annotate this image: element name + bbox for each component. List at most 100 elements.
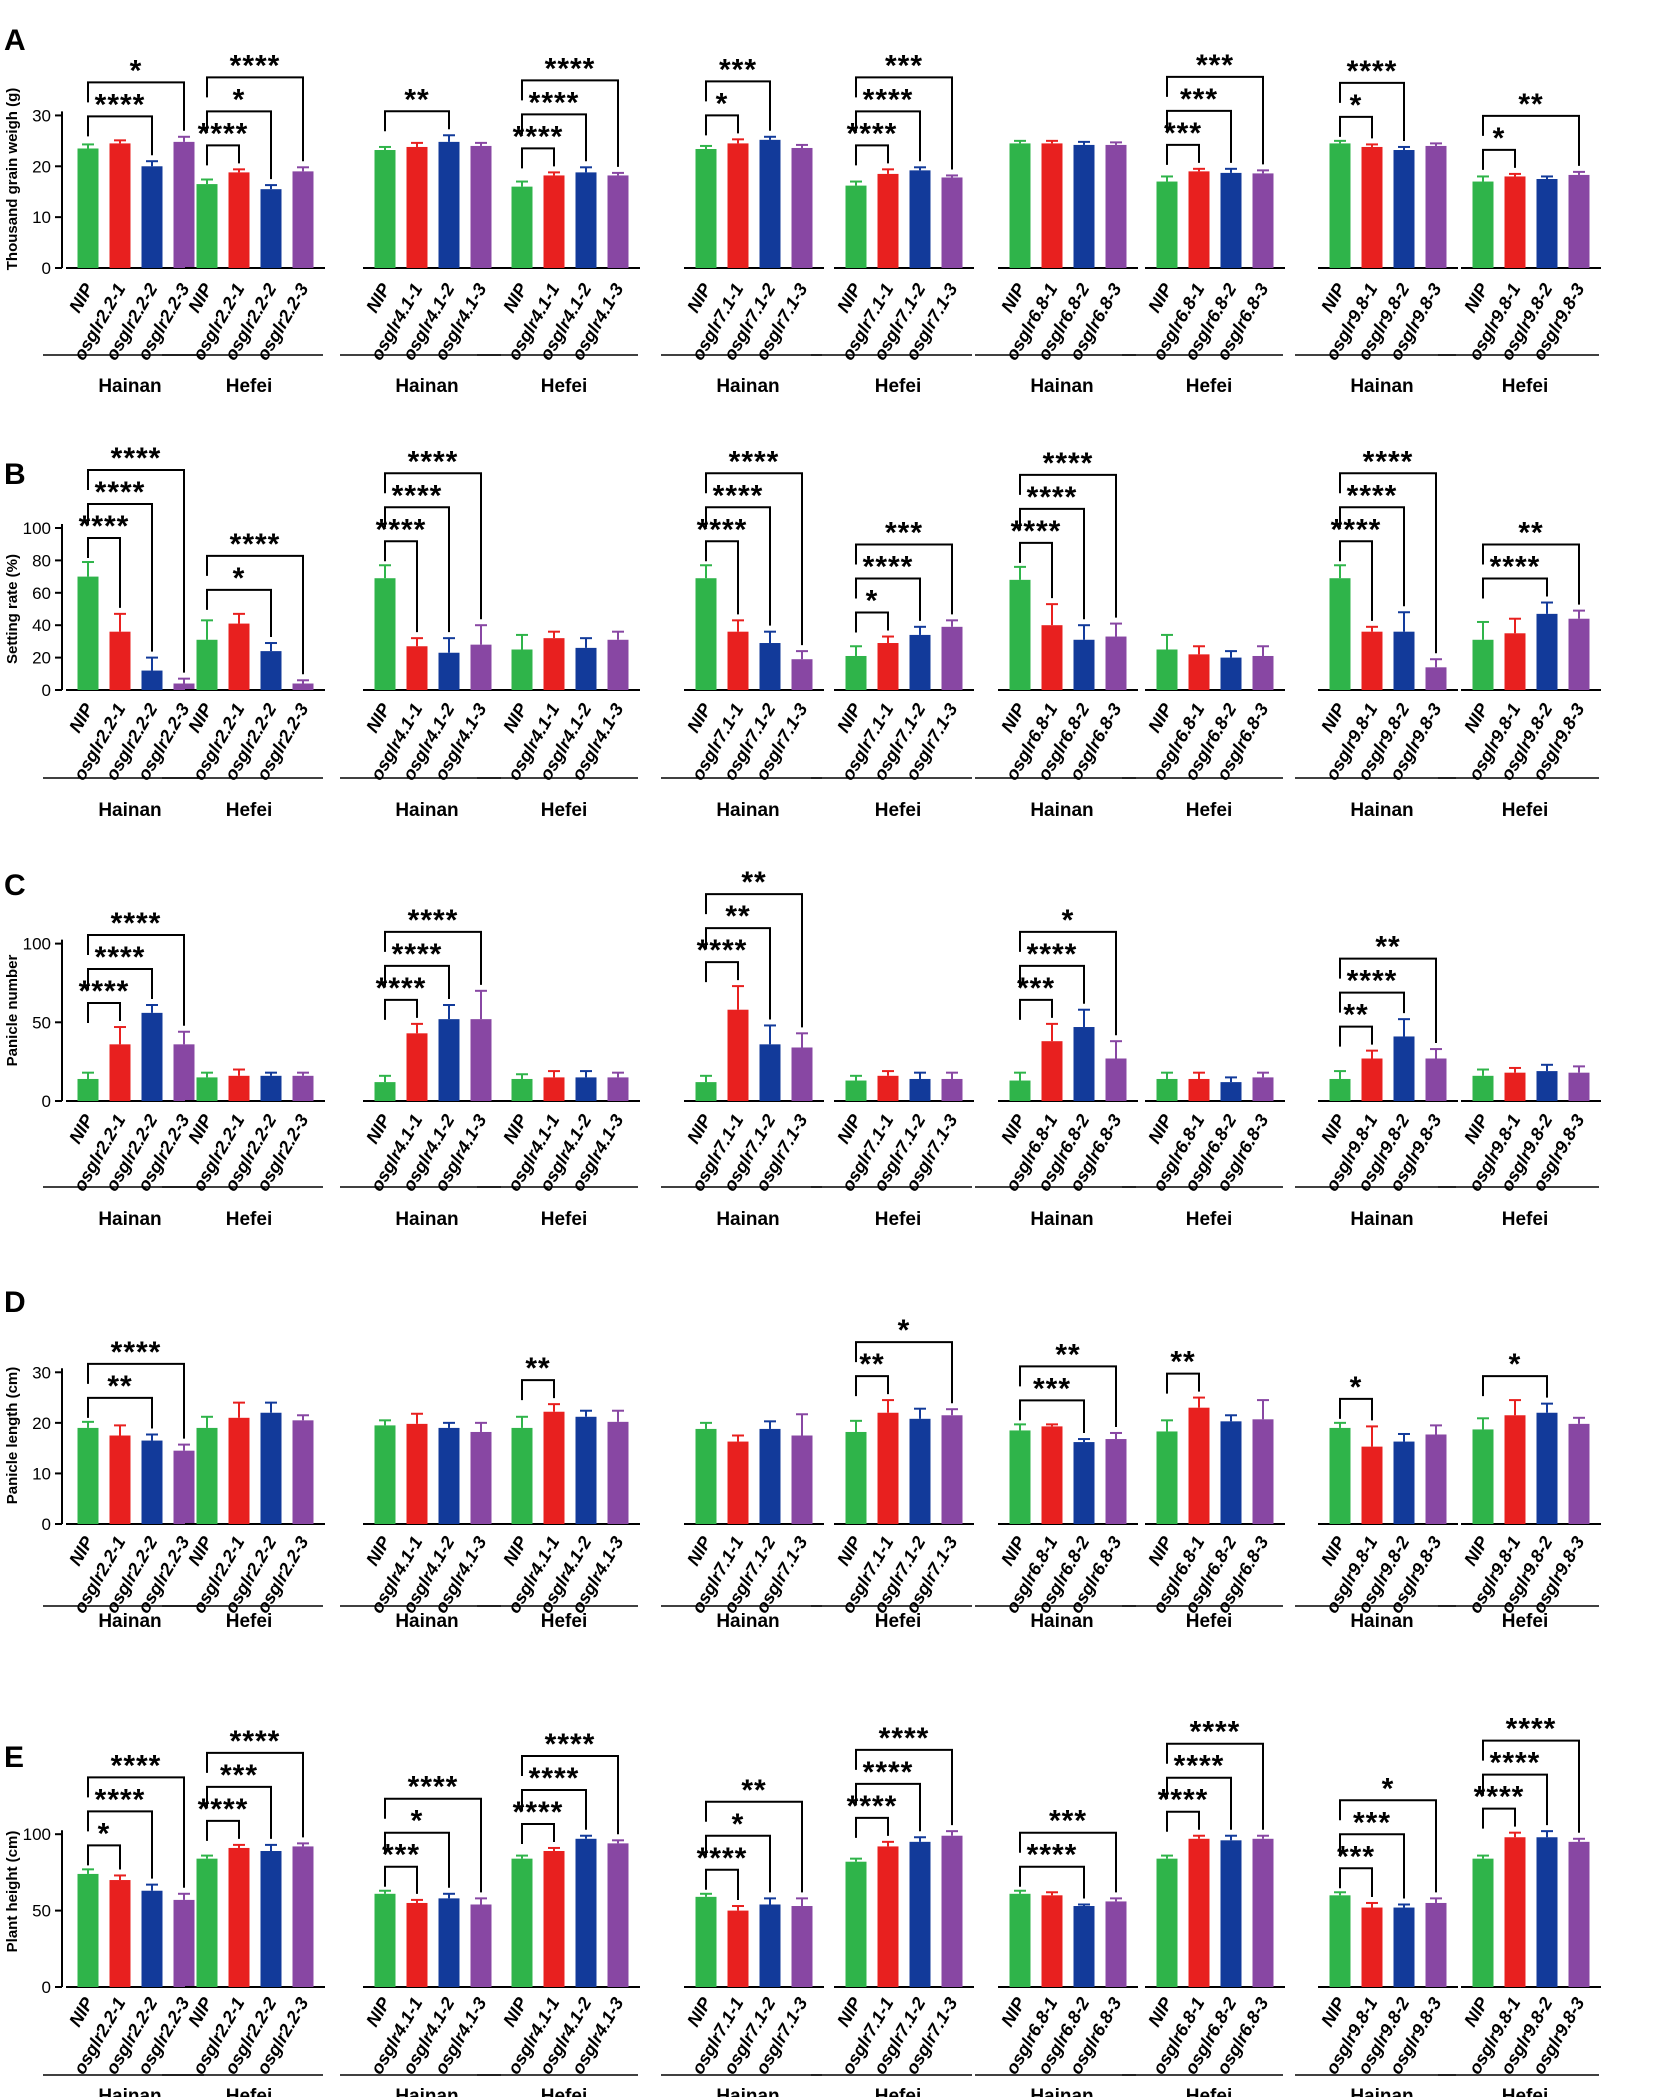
significance-label: ****: [376, 513, 427, 546]
significance-label: ****: [1506, 1713, 1557, 1746]
bar: [1041, 1041, 1063, 1101]
bar-group-hefei: NIPosglr9.8-1osglr9.8-2osglr9.8-3Hefei**…: [1438, 517, 1601, 821]
bar: [374, 1893, 396, 1987]
significance-label: ****: [729, 445, 780, 478]
significance-bracket: [855, 1748, 953, 1826]
x-tick-label: NIP: [683, 1110, 716, 1147]
significance-bracket: [1166, 75, 1264, 165]
bar: [727, 1910, 749, 1987]
bar: [877, 1412, 899, 1524]
significance-label: **: [1343, 999, 1368, 1032]
bar: [941, 1835, 963, 1987]
significance-bracket: [384, 1797, 482, 1893]
bar: [1425, 1902, 1447, 1987]
bar: [1041, 143, 1063, 268]
x-tick-label: NIP: [1144, 279, 1177, 316]
bar: [1220, 1840, 1242, 1987]
bar: [511, 1858, 533, 1987]
bar: [607, 1421, 629, 1524]
bar: [1472, 1858, 1494, 1987]
bar: [1220, 1082, 1242, 1101]
significance-label: ****: [697, 513, 748, 546]
significance-label: *: [866, 585, 879, 618]
bar: [607, 1077, 629, 1101]
significance-label: *: [411, 1805, 424, 1838]
x-tick-label: NIP: [499, 1110, 532, 1147]
bar: [77, 1427, 99, 1524]
bar: [1472, 1075, 1494, 1101]
bar: [141, 670, 163, 690]
significance-label: ****: [545, 1728, 596, 1761]
significance-label: ****: [1174, 1750, 1225, 1783]
x-tick-label: NIP: [499, 699, 532, 736]
bar: [845, 1861, 867, 1987]
bar: [1536, 613, 1558, 690]
panel-letter: A: [4, 24, 26, 57]
group-location-label: Hefei: [541, 1611, 587, 1632]
significance-label: **: [1518, 88, 1543, 121]
bar: [77, 1078, 99, 1101]
significance-bracket: [1482, 114, 1580, 166]
significance-label: ****: [392, 479, 443, 512]
x-tick-label: NIP: [683, 1532, 716, 1569]
significance-bracket: [521, 1754, 619, 1835]
y-axis-title: Panicle number: [4, 954, 21, 1066]
bar: [1472, 1429, 1494, 1524]
significance-label: **: [859, 1348, 884, 1381]
bar: [374, 578, 396, 690]
bar: [109, 143, 131, 268]
bar: [406, 1033, 428, 1101]
bar: [1393, 1907, 1415, 1987]
group-location-label: Hainan: [1030, 2086, 1093, 2097]
significance-label: ****: [1158, 1784, 1209, 1817]
bar: [695, 578, 717, 690]
x-tick-label: NIP: [65, 279, 98, 316]
group-location-label: Hefei: [226, 800, 272, 821]
bar: [1361, 1058, 1383, 1101]
significance-bracket: [1339, 81, 1405, 141]
bar-group-hainan: NIPosglr2.2-1osglr2.2-2osglr2.2-3Hainan*…: [43, 1336, 206, 1632]
group-location-label: Hefei: [1502, 2086, 1548, 2097]
bar-group-hefei: NIPosglr7.1-1osglr7.1-2osglr7.1-3Hefei**…: [811, 1722, 974, 2097]
panel-letter: C: [4, 869, 26, 902]
bar: [695, 148, 717, 268]
significance-bracket: [1339, 506, 1405, 607]
x-tick-label: NIP: [683, 1993, 716, 2030]
bar: [1425, 667, 1447, 690]
bar: [791, 1435, 813, 1524]
significance-label: ****: [513, 120, 564, 153]
x-tick-label: NIP: [997, 279, 1030, 316]
y-tick-label: 30: [32, 1363, 51, 1382]
significance-label: ****: [230, 49, 281, 82]
significance-label: ****: [697, 934, 748, 967]
x-tick-label: NIP: [362, 1993, 395, 2030]
group-location-label: Hefei: [226, 1209, 272, 1230]
significance-bracket: [1019, 541, 1053, 599]
bar: [1536, 1071, 1558, 1101]
bar: [1073, 1442, 1095, 1524]
bar: [1041, 1426, 1063, 1524]
significance-bracket: [87, 1002, 121, 1024]
significance-label: **: [741, 866, 766, 899]
bar: [909, 1841, 931, 1987]
group-location-label: Hefei: [541, 376, 587, 397]
group-location-label: Hainan: [716, 1611, 779, 1632]
bar: [228, 1847, 250, 1987]
significance-bracket: [521, 113, 587, 162]
bar: [470, 1019, 492, 1101]
significance-bracket: [855, 76, 953, 170]
bar: [909, 634, 931, 690]
significance-label: *: [130, 54, 143, 87]
bar: [292, 1420, 314, 1524]
significance-label: ****: [879, 1722, 930, 1755]
significance-label: *: [716, 87, 729, 120]
bar: [1009, 1430, 1031, 1524]
bar-group-hainan: NIPosglr9.8-1osglr9.8-2osglr9.8-3Hainan*…: [1295, 445, 1458, 821]
bar: [511, 1427, 533, 1524]
bar: [1568, 174, 1590, 268]
significance-label: ****: [1363, 445, 1414, 478]
bar: [228, 172, 250, 268]
